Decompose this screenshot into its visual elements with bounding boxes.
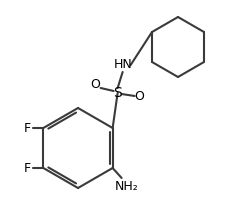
Text: O: O xyxy=(91,78,100,91)
Text: HN: HN xyxy=(113,58,132,72)
Text: F: F xyxy=(24,122,31,134)
Text: NH₂: NH₂ xyxy=(115,180,139,192)
Text: F: F xyxy=(24,161,31,175)
Text: O: O xyxy=(135,91,145,103)
Text: S: S xyxy=(113,86,122,100)
